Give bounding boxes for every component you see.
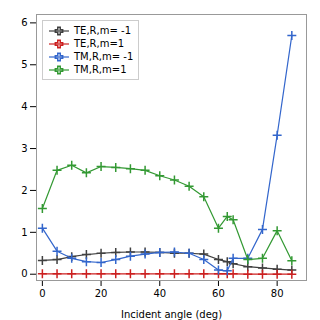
html-text:TM,R,m= -1: TM,R,m= -1 bbox=[74, 51, 134, 62]
svg-text:5: 5 bbox=[21, 59, 27, 70]
svg-text:4: 4 bbox=[21, 101, 27, 112]
svg-text:60: 60 bbox=[212, 288, 225, 299]
html-text:TE,R,m=1: TE,R,m=1 bbox=[74, 38, 125, 49]
svg-text:6: 6 bbox=[21, 17, 27, 28]
svg-text:80: 80 bbox=[271, 288, 284, 299]
html-text:TM,R,m=1: TM,R,m=1 bbox=[74, 64, 127, 75]
svg-text:0: 0 bbox=[39, 288, 45, 299]
svg-text:2: 2 bbox=[21, 185, 27, 196]
svg-text:40: 40 bbox=[153, 288, 166, 299]
svg-text:20: 20 bbox=[95, 288, 108, 299]
html-text:TE,R,m= -1: TE,R,m= -1 bbox=[74, 25, 131, 36]
svg-text:1: 1 bbox=[21, 227, 27, 238]
svg-text:3: 3 bbox=[21, 143, 27, 154]
svg-text:Incident angle (deg): Incident angle (deg) bbox=[121, 309, 222, 320]
svg-text:0: 0 bbox=[21, 268, 27, 279]
